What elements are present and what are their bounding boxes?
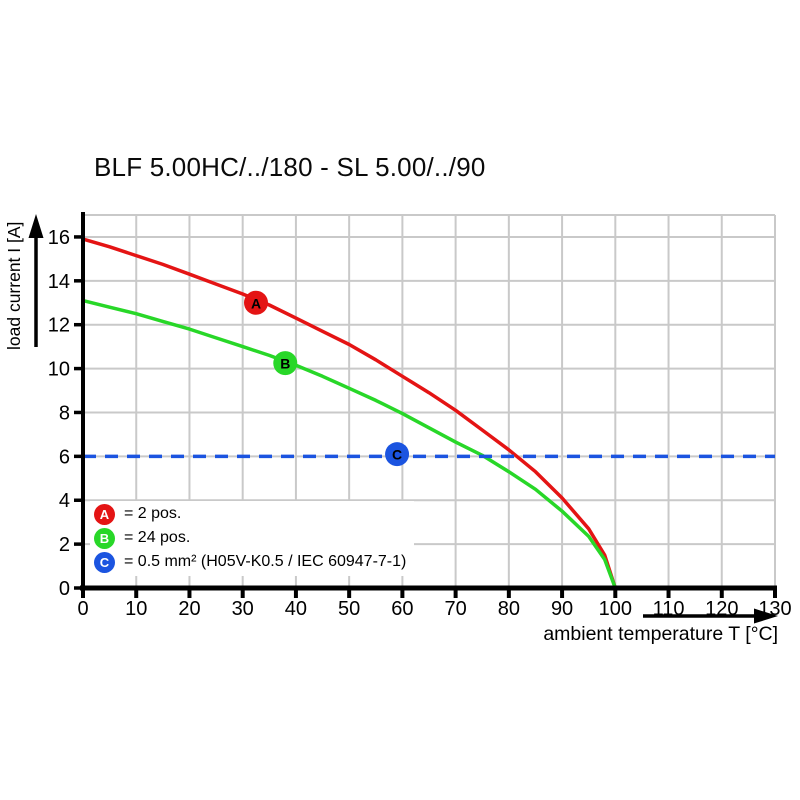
legend-dot-a-icon: A — [94, 503, 115, 525]
x-tick-label: 80 — [498, 598, 520, 620]
y-tick-label: 0 — [59, 578, 70, 600]
x-axis-arrow — [643, 608, 778, 624]
curve-a — [82, 237, 617, 589]
marker-a — [244, 290, 268, 315]
legend-text-c: = 0.5 mm² (H05V-K0.5 / IEC 60947-7-1) — [124, 553, 407, 570]
y-axis-arrow-head — [28, 214, 44, 238]
legend-text-b: = 24 pos. — [124, 529, 191, 546]
y-tick-label: 14 — [48, 271, 70, 293]
x-tick-label: 10 — [125, 598, 147, 620]
x-tick-label: 0 — [77, 598, 88, 620]
y-tick-label: 4 — [59, 490, 70, 512]
legend-dot-b-icon: B — [94, 527, 115, 549]
y-tick-label: 8 — [59, 402, 70, 424]
marker-letter-a: A — [251, 295, 261, 311]
legend: A = 2 pos. B = 24 pos. C = 0.5 mm² (H05V… — [90, 501, 415, 576]
x-tick-label: 60 — [391, 598, 413, 620]
marker-letter-b: B — [280, 356, 290, 372]
y-tick-label: 6 — [59, 446, 70, 468]
y-tick-label: 16 — [48, 227, 70, 249]
y-tick-label: 10 — [48, 359, 70, 381]
x-tick-label: 70 — [444, 598, 466, 620]
legend-text-a: = 2 pos. — [124, 505, 182, 522]
curve-b — [82, 298, 617, 589]
legend-dot-c-icon: C — [94, 551, 115, 573]
legend-letter-a: A — [99, 506, 110, 522]
x-tick-label: 100 — [599, 598, 632, 620]
marker-b — [273, 351, 298, 376]
y-tick-label: 2 — [59, 534, 70, 556]
marker-c — [385, 442, 410, 467]
legend-item-c: C = 0.5 mm² (H05V-K0.5 / IEC 60947-7-1) — [94, 551, 406, 573]
x-tick-label: 30 — [232, 598, 254, 620]
legend-item-b: B = 24 pos. — [94, 527, 406, 549]
legend-letter-c: C — [99, 554, 110, 570]
x-tick-label: 90 — [551, 598, 573, 620]
chart-title: BLF 5.00HC/../180 - SL 5.00/../90 — [94, 152, 486, 182]
y-axis-arrow — [28, 214, 44, 347]
x-axis-arrow-head — [754, 608, 778, 624]
x-axis-label: ambient temperature T [°C] — [543, 623, 778, 645]
x-tick-label: 20 — [178, 598, 200, 620]
legend-letter-b: B — [99, 530, 110, 546]
x-tick-label: 50 — [338, 598, 360, 620]
y-axis-label: load current I [A] — [4, 221, 24, 351]
y-tick-label: 12 — [48, 315, 70, 337]
marker-letter-c: C — [392, 447, 402, 463]
x-tick-label: 40 — [285, 598, 307, 620]
legend-item-a: A = 2 pos. — [94, 503, 406, 525]
